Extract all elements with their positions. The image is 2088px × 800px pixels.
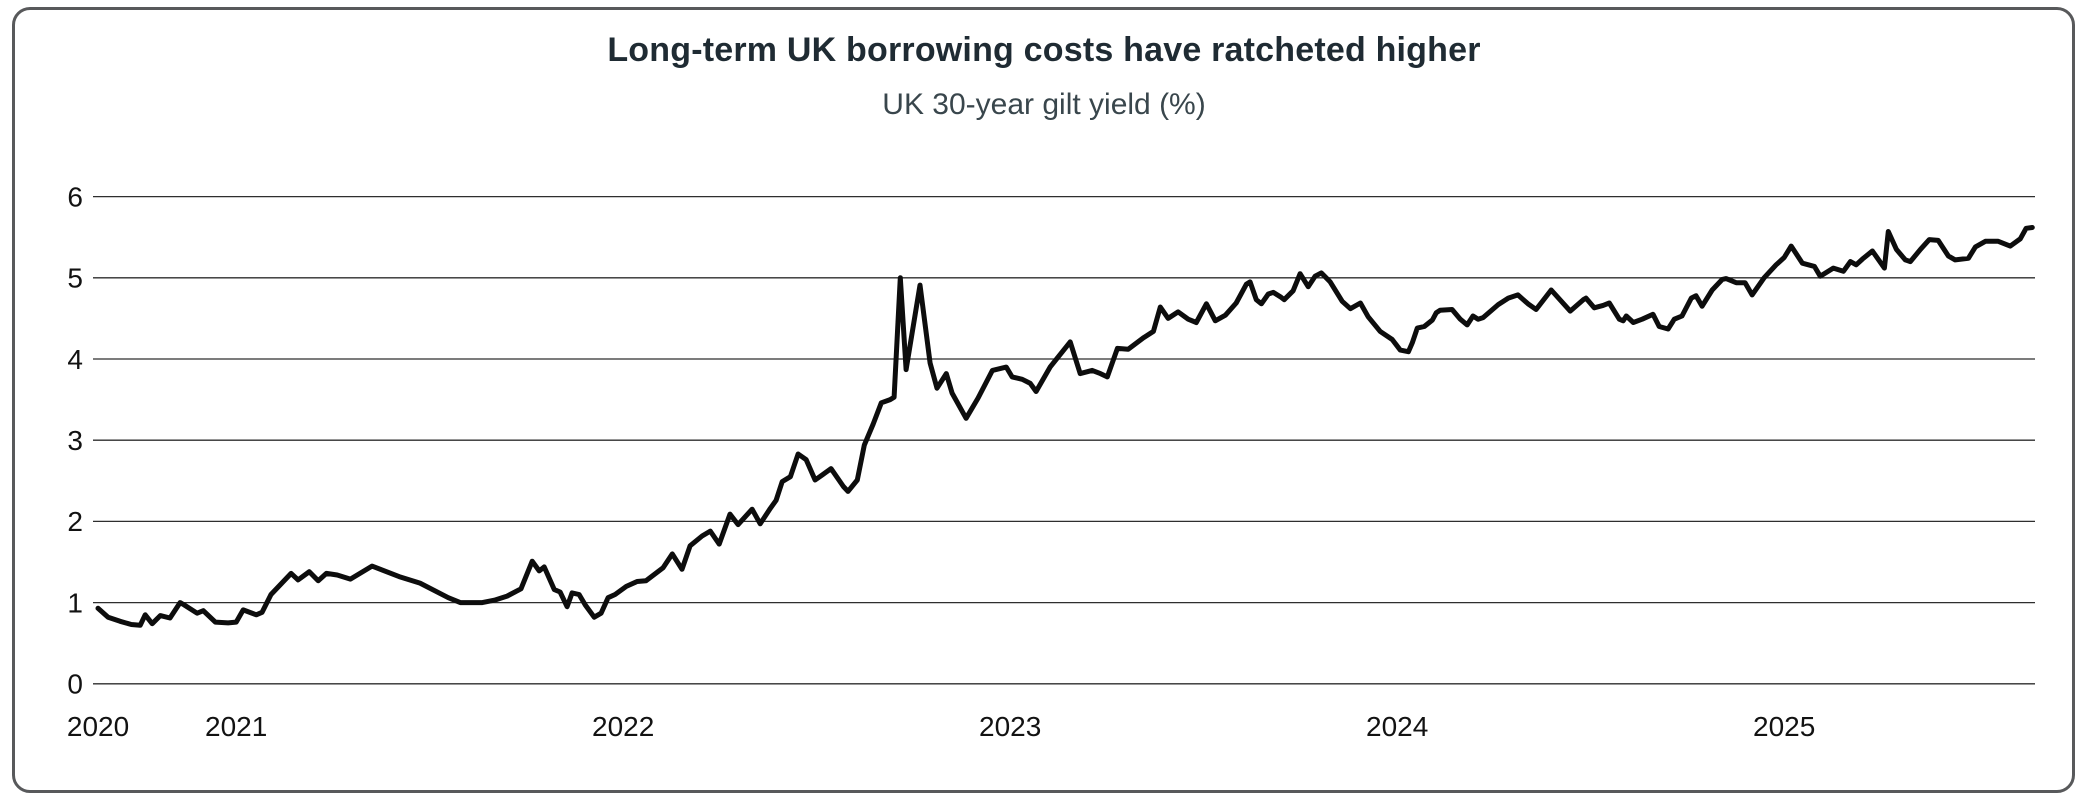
x-tick-label-2020: 2020 <box>67 711 129 742</box>
x-tick-label-2021: 2021 <box>205 711 267 742</box>
y-tick-label-4: 4 <box>67 344 83 375</box>
y-tick-label-6: 6 <box>67 181 83 212</box>
chart-subtitle: UK 30-year gilt yield (%) <box>882 88 1206 121</box>
x-tick-label-2023: 2023 <box>979 711 1041 742</box>
x-tick-label-2024: 2024 <box>1366 711 1428 742</box>
y-tick-label-2: 2 <box>67 506 83 537</box>
x-tick-label-2022: 2022 <box>592 711 654 742</box>
chart-card <box>12 7 2075 793</box>
chart-title: Long-term UK borrowing costs have ratche… <box>607 31 1481 69</box>
y-tick-label-5: 5 <box>67 263 83 294</box>
y-tick-label-0: 0 <box>67 669 83 700</box>
gilt-yield-series-line <box>95 225 2035 628</box>
y-tick-label-1: 1 <box>67 587 83 618</box>
x-tick-label-2025: 2025 <box>1753 711 1815 742</box>
y-tick-label-3: 3 <box>67 425 83 456</box>
